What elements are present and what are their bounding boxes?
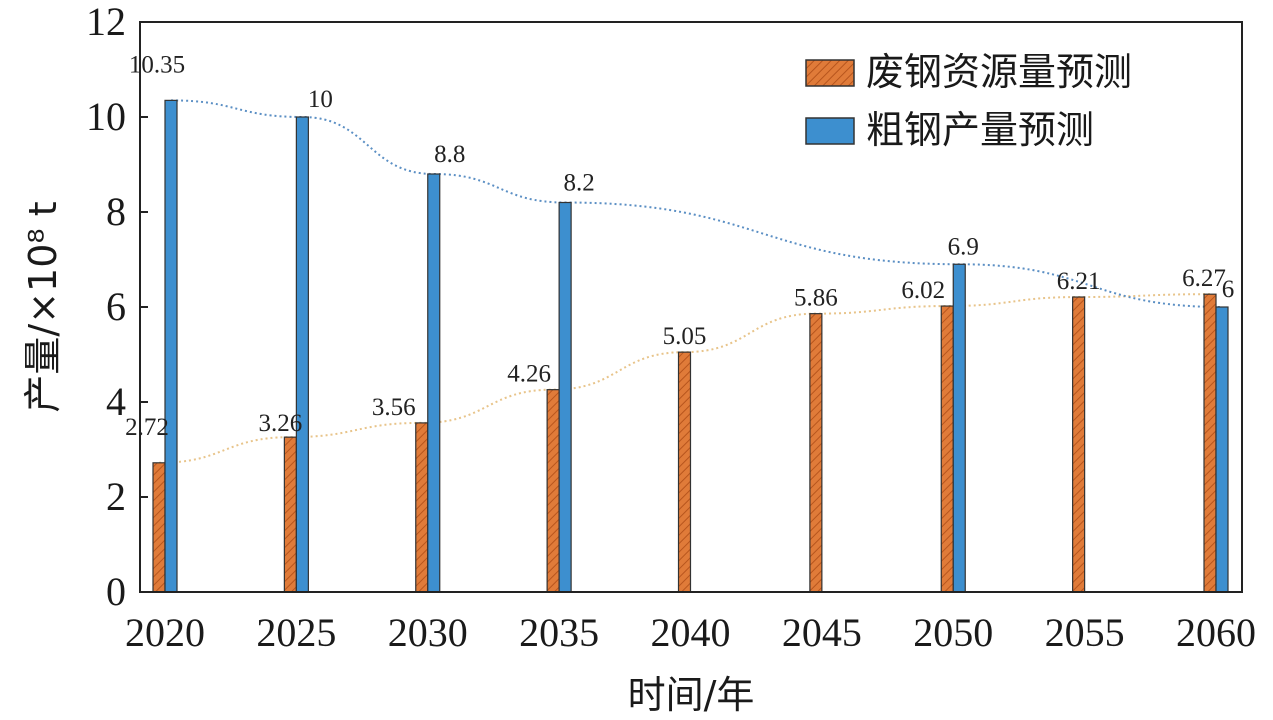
data-label-scrap-steel: 3.56 xyxy=(372,394,416,421)
x-tick-label: 2030 xyxy=(388,610,468,655)
y-axis-title: 产量/×10⁸ t xyxy=(21,201,65,412)
bar-scrap-steel xyxy=(546,389,560,593)
data-label-scrap-steel: 6.27 xyxy=(1182,265,1226,292)
x-tick-label: 2040 xyxy=(651,610,731,655)
y-tick-label: 10 xyxy=(86,94,126,139)
x-tick-label: 2025 xyxy=(256,610,336,655)
bar-crude-steel xyxy=(1215,306,1229,593)
bar-crude-steel xyxy=(164,99,178,593)
plot-frame xyxy=(139,21,1243,593)
y-tick-label: 0 xyxy=(106,569,126,614)
x-axis-title: 时间/年 xyxy=(628,673,755,717)
bar-scrap-steel xyxy=(1072,296,1086,593)
data-label-scrap-steel: 2.72 xyxy=(125,414,169,441)
bar-scrap-steel xyxy=(283,436,297,593)
y-tick-label: 4 xyxy=(106,379,126,424)
x-tick-label: 2060 xyxy=(1176,610,1256,655)
data-label-crude-steel: 10.35 xyxy=(129,51,185,78)
data-label-crude-steel: 10 xyxy=(308,86,333,113)
bar-crude-steel xyxy=(952,263,966,593)
x-tick-label: 2020 xyxy=(125,610,205,655)
data-label-scrap-steel: 4.26 xyxy=(507,361,551,388)
legend: 废钢资源量预测 粗钢产量预测 xyxy=(805,50,1132,152)
x-tick-label: 2035 xyxy=(519,610,599,655)
data-label-crude-steel: 8.8 xyxy=(434,141,465,168)
trendline-scrap-steel xyxy=(158,293,1211,464)
legend-label-scrap-steel: 废钢资源量预测 xyxy=(866,50,1132,94)
y-tick-label: 2 xyxy=(106,474,126,519)
x-tick-label: 2045 xyxy=(782,610,862,655)
legend-swatch-crude-steel xyxy=(805,117,855,145)
data-labels: 2.72 3.26 3.56 4.26 5.05 5.86 6.02 6.21 6.27 10.3… xyxy=(125,51,1234,440)
bar-crude-steel xyxy=(558,201,572,593)
y-tick-label: 8 xyxy=(106,189,126,234)
data-label-scrap-steel: 6.21 xyxy=(1057,268,1101,295)
x-axis-ticks: 2020 2025 2030 2035 2040 2045 2050 2055 2060 xyxy=(125,610,1256,655)
bar-scrap-steel xyxy=(809,313,823,593)
data-label-scrap-steel: 3.26 xyxy=(259,410,303,437)
data-label-scrap-steel: 5.05 xyxy=(663,323,707,350)
bar-scrap-steel xyxy=(677,351,692,593)
data-label-crude-steel: 8.2 xyxy=(564,170,595,197)
y-tick-label: 6 xyxy=(106,284,126,329)
bar-crude-steel xyxy=(295,116,309,593)
data-label-scrap-steel: 6.02 xyxy=(901,277,945,304)
y-axis-ticks: 0 2 4 6 8 10 12 xyxy=(86,0,148,614)
y-tick-label: 12 xyxy=(86,0,126,44)
x-tick-label: 2055 xyxy=(1045,610,1125,655)
bar-scrap-steel xyxy=(1203,293,1217,593)
data-label-scrap-steel: 5.86 xyxy=(794,285,838,312)
bar-scrap-steel xyxy=(152,462,166,593)
legend-swatch-scrap-steel xyxy=(805,59,855,87)
bar-crude-steel xyxy=(427,173,441,593)
bar-scrap-steel xyxy=(940,305,954,593)
legend-label-crude-steel: 粗钢产量预测 xyxy=(866,108,1094,152)
data-label-crude-steel: 6 xyxy=(1222,276,1235,303)
bar-scrap-steel xyxy=(415,422,429,593)
data-label-crude-steel: 6.9 xyxy=(948,233,979,260)
x-tick-label: 2050 xyxy=(913,610,993,655)
